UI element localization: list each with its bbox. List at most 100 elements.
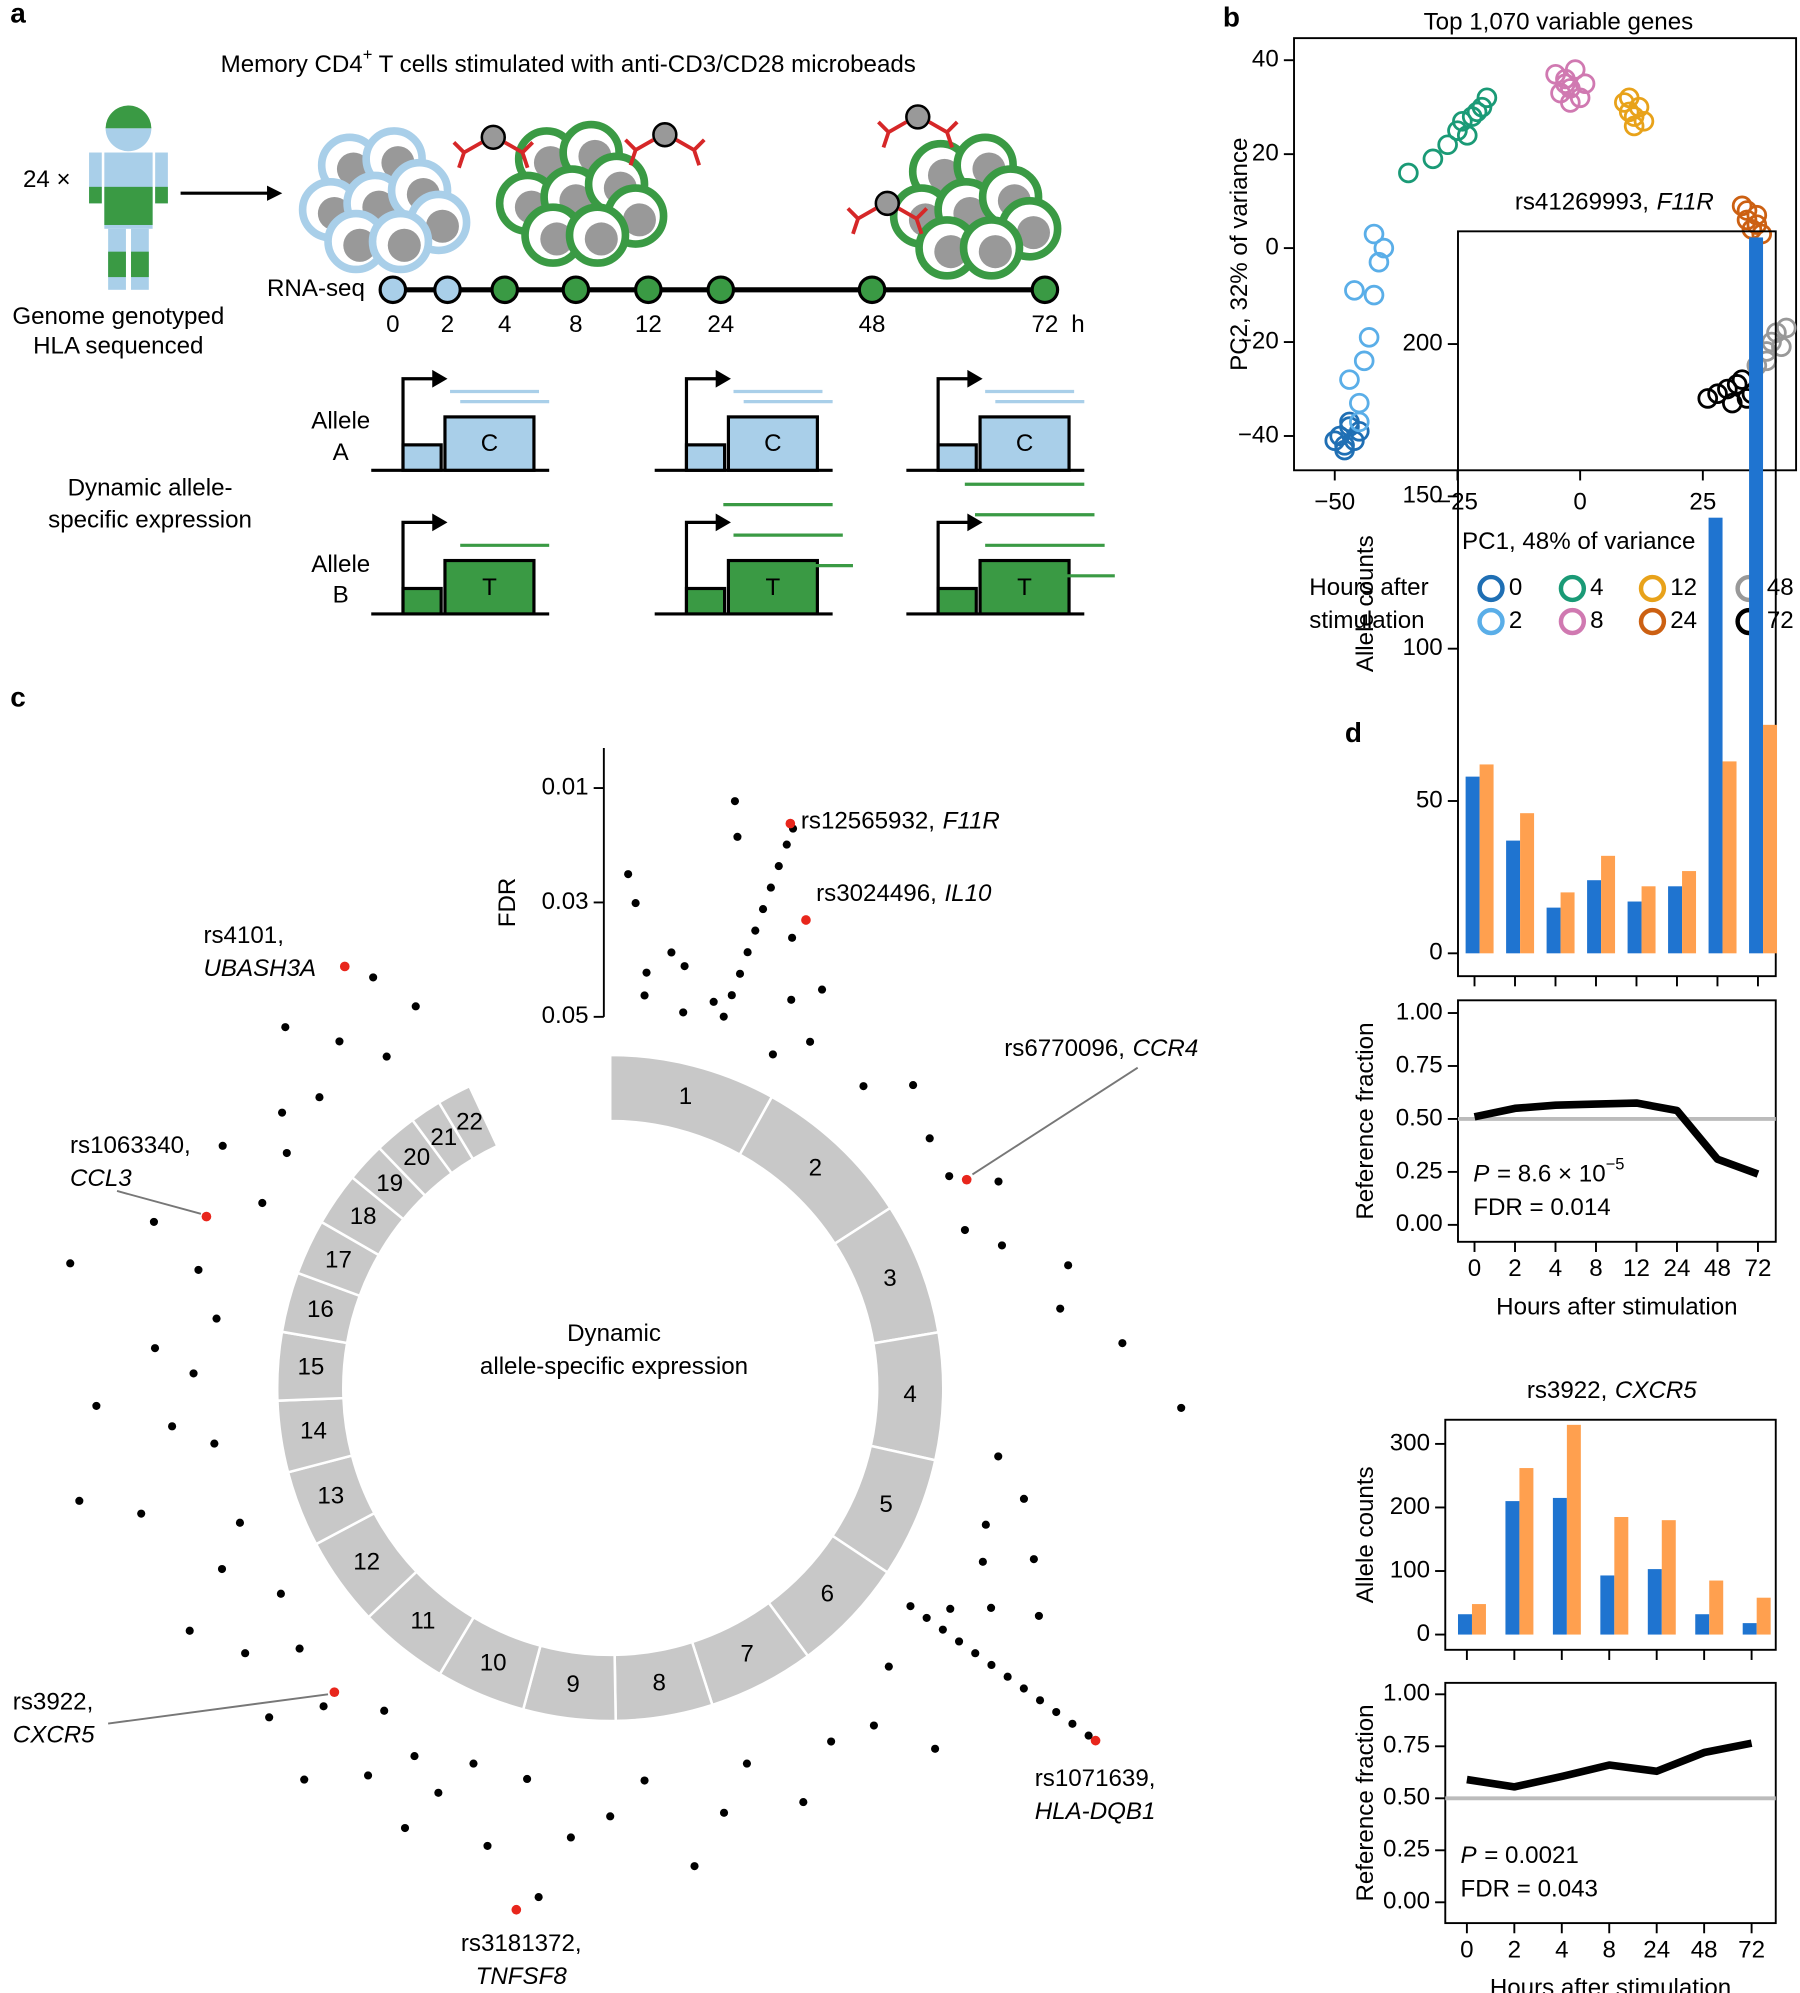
x-axis-label: Hours after stimulation bbox=[1490, 1975, 1731, 1993]
x-tick-label: 48 bbox=[1691, 1936, 1718, 1963]
snp-point bbox=[709, 997, 718, 1006]
snp-point bbox=[859, 1082, 868, 1091]
x-tick-label: 48 bbox=[1704, 1255, 1731, 1282]
title-part: T cells stimulated with anti-CD3/CD28 mi… bbox=[372, 51, 915, 78]
bar bbox=[1506, 840, 1521, 954]
snp-point bbox=[758, 905, 768, 914]
snp-point bbox=[971, 1649, 980, 1658]
line bbox=[1473, 1099, 1760, 1178]
snp-point bbox=[719, 1012, 728, 1021]
exon-small bbox=[936, 586, 978, 616]
promoter-arrow bbox=[715, 369, 731, 388]
snp-point bbox=[667, 948, 676, 957]
y-tick-label: 0.25 bbox=[1383, 1836, 1430, 1863]
point bbox=[1569, 87, 1591, 109]
p-symbol: P bbox=[1473, 1161, 1489, 1188]
fdr-text: FDR = 0.014 bbox=[1473, 1194, 1610, 1221]
gene-label: IL10 bbox=[944, 880, 992, 907]
legend-swatch bbox=[1477, 574, 1505, 603]
snp-point bbox=[1019, 1684, 1028, 1693]
snp-point bbox=[276, 1589, 285, 1598]
snp-point bbox=[218, 1141, 227, 1150]
bar bbox=[1520, 813, 1535, 954]
chromosome-label: 11 bbox=[410, 1608, 435, 1635]
point bbox=[1339, 369, 1360, 390]
panel-label: c bbox=[10, 681, 26, 712]
nucleus bbox=[387, 228, 421, 262]
legend-label: 8 bbox=[1590, 607, 1603, 634]
x-tick-label: 24 bbox=[1664, 1255, 1691, 1282]
bar bbox=[1601, 855, 1616, 954]
legend-swatch bbox=[1558, 574, 1587, 603]
snp-label: rs6770096, bbox=[1004, 1035, 1125, 1062]
chromosome-label: 16 bbox=[307, 1296, 334, 1323]
highlight-point bbox=[339, 961, 350, 972]
snp-point bbox=[300, 1775, 309, 1784]
snp-point bbox=[1084, 1731, 1093, 1740]
y-tick-label: 1.00 bbox=[1383, 1680, 1430, 1707]
snp-point bbox=[994, 1177, 1003, 1186]
caption: Dynamic allele- bbox=[68, 475, 233, 502]
snp-point bbox=[319, 1702, 328, 1711]
bead bbox=[480, 124, 506, 150]
point bbox=[1349, 411, 1370, 433]
allele-base: C bbox=[764, 430, 781, 457]
snp-point bbox=[925, 1134, 934, 1143]
y-tick-label: 0.00 bbox=[1383, 1888, 1430, 1915]
title-snp: rs41269993, bbox=[1515, 189, 1649, 216]
y-tick-label: 200 bbox=[1402, 329, 1442, 356]
p-value: P = 8.6 × 10−5 bbox=[1473, 1155, 1624, 1188]
bar bbox=[1587, 880, 1602, 954]
snp-point bbox=[400, 1823, 410, 1833]
chromosome-label: 14 bbox=[300, 1417, 327, 1444]
timepoint-label: 12 bbox=[635, 311, 662, 338]
point bbox=[1746, 214, 1768, 235]
bar bbox=[1552, 1497, 1567, 1635]
nucleus bbox=[934, 235, 968, 269]
bar bbox=[1519, 1468, 1534, 1635]
snp-point bbox=[235, 1518, 245, 1527]
chromosome-label: 18 bbox=[350, 1203, 377, 1230]
point bbox=[1721, 392, 1743, 414]
snp-point bbox=[241, 1649, 250, 1658]
chart-title: Top 1,070 variable genes bbox=[1424, 8, 1694, 35]
chart-title: rs41269993, F11R bbox=[1515, 189, 1714, 216]
bead bbox=[905, 104, 931, 130]
point bbox=[1555, 68, 1576, 90]
r-axis-label: FDR bbox=[494, 878, 521, 928]
promoter-arrow bbox=[432, 513, 448, 532]
legend-label: 12 bbox=[1670, 574, 1697, 601]
snp-point bbox=[1003, 1672, 1012, 1681]
x-tick-label: 2 bbox=[1508, 1936, 1521, 1963]
cell-cluster bbox=[298, 127, 471, 274]
bar bbox=[1668, 886, 1683, 954]
highlight-point bbox=[785, 818, 796, 829]
promoter bbox=[401, 377, 437, 471]
chromosome-label: 19 bbox=[376, 1170, 403, 1197]
snp-point bbox=[730, 797, 740, 806]
nucleus bbox=[343, 228, 377, 262]
allele-base: T bbox=[766, 574, 781, 601]
timepoint-label: 72 bbox=[1031, 311, 1058, 338]
snp-point bbox=[787, 995, 796, 1004]
x-tick-label: 72 bbox=[1745, 1255, 1772, 1282]
highlight-point bbox=[329, 1687, 340, 1697]
allele-label: Allele bbox=[311, 407, 370, 434]
exon-small bbox=[936, 443, 978, 472]
exon-small bbox=[401, 586, 443, 616]
gene-label: UBASH3A bbox=[203, 955, 316, 982]
point bbox=[1560, 92, 1581, 113]
snp-label: rs1063340, bbox=[70, 1132, 191, 1159]
y-tick-label: −20 bbox=[1238, 327, 1279, 354]
plot-frame bbox=[1457, 230, 1777, 978]
snp-point bbox=[733, 832, 742, 841]
point bbox=[1422, 148, 1444, 170]
timepoint-label: 8 bbox=[569, 311, 582, 338]
exon bbox=[443, 415, 536, 472]
x-tick-label: 0 bbox=[1573, 489, 1586, 516]
y-tick-label: 40 bbox=[1252, 46, 1279, 73]
allele-label: Allele bbox=[311, 551, 370, 578]
chromosome-label: 15 bbox=[297, 1354, 324, 1381]
chromosome-label: 21 bbox=[430, 1124, 457, 1151]
snp-point bbox=[631, 899, 640, 908]
